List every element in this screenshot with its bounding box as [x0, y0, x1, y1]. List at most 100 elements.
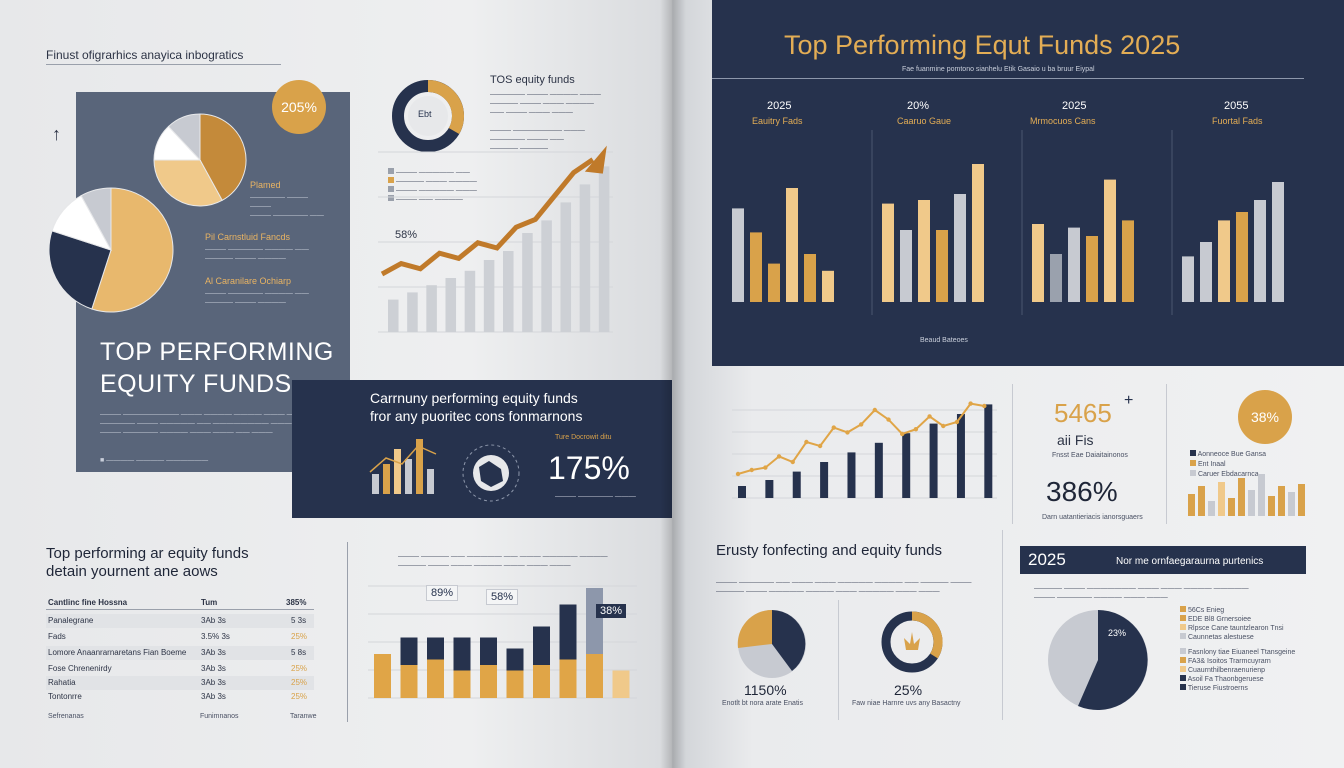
navy-panel-title-2: fror any puoritec cons fonmarnons: [370, 408, 583, 424]
hero-legend-2: Pil Carnstluid Fancds: [205, 232, 291, 242]
mini-bar: [1208, 501, 1215, 516]
stacked-gold: [427, 659, 444, 698]
panel-label-3: Mrmocuos Cans: [1030, 116, 1096, 126]
panel-year-1: 2025: [767, 100, 792, 112]
stacked-gold: [612, 670, 630, 698]
mini-bar: [1238, 478, 1245, 516]
stacked-navy: [586, 588, 603, 654]
pie-slice: [48, 230, 112, 310]
stacked-gold: [506, 670, 524, 698]
banner-title: Top Performing Equt Funds 2025: [784, 30, 1181, 60]
legend-item: 56Cs Enieg: [1180, 606, 1320, 615]
banner-bar: [1032, 224, 1044, 302]
legend-item: FA3& Isoitos Trarmcuyrarn: [1180, 657, 1320, 666]
mini-bar: [1228, 498, 1235, 516]
table-row: Lomore Anaanrarnaretans Fian Boeme 3Ab 3…: [46, 646, 314, 660]
bottom-divider-2: [1002, 530, 1003, 720]
banner-subtitle: Fae fuanmine pomtono sianhelu Etik Gasai…: [902, 66, 1095, 73]
line-point: [749, 467, 754, 473]
mini-bar: [1278, 486, 1285, 516]
panel-year-4: 2055: [1224, 100, 1249, 112]
line-point: [900, 431, 905, 437]
line-bar: [792, 471, 801, 498]
trend-bar: [598, 166, 610, 332]
mini-legend-3: Caruer Ebdacarnca: [1190, 470, 1259, 479]
trend-bar: [445, 278, 457, 332]
banner-bar: [954, 194, 966, 302]
banner-bar: [1236, 212, 1248, 302]
navy-mini-bar: [405, 459, 412, 494]
legend-item: Asoil Fa Thaonbgeruese: [1180, 675, 1320, 684]
panel-label-2: Caaruo Gaue: [897, 116, 952, 126]
banner-bar: [1218, 220, 1230, 302]
line-point: [735, 471, 741, 477]
trend-bar: [503, 251, 514, 332]
table-header: Cantlinc fine Hossna Tum 385%: [46, 596, 314, 610]
mid-badge: 38%: [1238, 390, 1292, 444]
banner-bar: [972, 164, 984, 302]
trend-bar: [464, 270, 476, 332]
banner-bar: [1122, 220, 1134, 302]
banner-footer: Beaud Bateoes: [920, 337, 968, 344]
table-footer-1: Sefrenanas: [48, 713, 84, 720]
trend-desc: ————— ——— ———— ——— ———— ——— ——— ———— —— ——…: [490, 91, 601, 152]
banner-bar: [882, 203, 894, 302]
line-point: [858, 422, 864, 427]
line-point: [886, 417, 891, 422]
banner-bar: [1200, 242, 1212, 302]
panel-year-3: 2025: [1062, 100, 1087, 112]
left-page: Finust ofigrarhics anayica inbogratics ↑…: [0, 0, 672, 768]
banner-bar: [1068, 227, 1080, 302]
navy-mini-bar: [383, 464, 390, 494]
trend-title: TOS equity funds: [490, 74, 575, 86]
banner-bar: [804, 254, 816, 302]
pie-slice: [91, 187, 174, 313]
legend-item: Caunnetas alestuese: [1180, 633, 1320, 642]
pie-small: [153, 113, 247, 207]
banner-bar: [1104, 179, 1116, 302]
navy-mini-caption: Ture Docrowit ditu: [555, 434, 612, 441]
pie-slice: [80, 187, 112, 251]
mini-bar: [1258, 474, 1265, 516]
bottom-right-title: Erusty fonfecting and equity funds: [716, 542, 942, 559]
navy-percent: 175%: [548, 450, 630, 486]
stacked-navy: [506, 648, 524, 671]
line-bar: [820, 462, 829, 498]
pie1-pct: 1150%: [744, 682, 787, 698]
line-point: [927, 414, 932, 419]
line-point: [831, 425, 836, 430]
line-point: [872, 407, 878, 413]
trend-bar: [426, 285, 437, 332]
year-box-desc: ———— ——— ——————— ——— ——— ———— ————— ——— —…: [1034, 585, 1249, 601]
table-row: Panalegrane 3Ab 3s 5 3s: [46, 614, 314, 628]
table-row: Fads 3.5% 3s 25%: [48, 632, 308, 641]
table-footer-3: Taranwe: [290, 713, 317, 720]
stacked-navy: [533, 626, 550, 665]
hero-legend-3-desc: ——— ————— ———— —— ———— ——— ————: [205, 290, 309, 306]
trend-line: [380, 157, 595, 277]
bottom-divider-1: [838, 600, 839, 720]
section-divider: [347, 542, 348, 722]
pie-chart-1: [737, 609, 806, 678]
mini-bar: [1288, 492, 1295, 516]
line-bar: [874, 442, 883, 498]
mini-legend-2: Ent Inaal: [1190, 460, 1226, 469]
line-bar: [765, 480, 774, 498]
big-number-plus: +: [1124, 392, 1134, 409]
trend-bar: [407, 292, 418, 332]
banner-bar: [918, 200, 930, 302]
line-point: [845, 430, 850, 435]
navy-mini-line: [369, 445, 437, 473]
pct2: 386%: [1046, 476, 1118, 507]
banner-bar: [750, 232, 762, 302]
navy-mini-chart: [369, 439, 437, 494]
line-point: [817, 443, 823, 449]
banner-bar: [732, 208, 744, 302]
legend-item: EDE Bl8 Grnersoiee: [1180, 615, 1320, 624]
table-row: Fose Chrenenirdy 3Ab 3s 25%: [48, 664, 308, 673]
banner: [712, 0, 1344, 366]
navy-mini-bar: [394, 449, 401, 494]
banner-bar: [1050, 254, 1062, 302]
mid-divider-1: [1012, 384, 1013, 524]
banner-rule: [712, 78, 1304, 79]
